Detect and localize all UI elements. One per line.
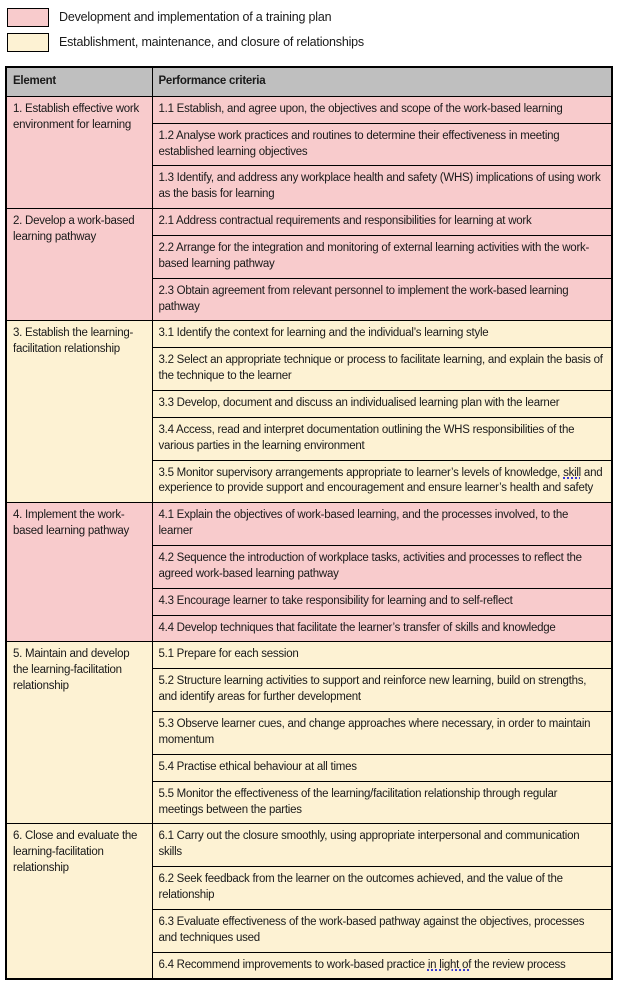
table-row: 3.4 Access, read and interpret documenta… [6,416,613,461]
table-row: 3.3 Develop, document and discuss an ind… [6,390,613,418]
criteria-cell: 5.4 Practise ethical behaviour at all ti… [151,753,613,782]
criteria-cell: 4.4 Develop techniques that facilitate t… [151,614,613,643]
legend-swatch-relationships [7,33,49,52]
criteria-cell: 4.3 Encourage learner to take responsibi… [151,587,613,616]
table-row: 2.3 Obtain agreement from relevant perso… [6,277,613,322]
table-row: 5.3 Observe learner cues, and change app… [6,711,613,755]
element-cell: 6. Close and evaluate the learning-facil… [5,823,153,980]
table-row: 4.4 Develop techniques that facilitate t… [6,614,613,643]
table-row: 1. Establish effective work environment … [5,95,613,210]
legend-label-relationships: Establishment, maintenance, and closure … [59,35,364,50]
table-row: 5.5 Monitor the effectiveness of the lea… [6,780,613,825]
table-row: 5.4 Practise ethical behaviour at all ti… [6,753,613,782]
criteria-cell: 3.3 Develop, document and discuss an ind… [151,390,613,418]
table-row: 1.3 Identify, and address any workplace … [6,165,613,210]
criteria-cell: 3.4 Access, read and interpret documenta… [151,416,613,461]
legend: Development and implementation of a trai… [7,8,613,52]
criteria-cell: 1.1 Establish, and agree upon, the objec… [151,95,613,124]
element-cell: 1. Establish effective work environment … [5,95,153,210]
criteria-cell: 6.2 Seek feedback from the learner on th… [151,866,613,910]
criteria-cell: 2.2 Arrange for the integration and moni… [151,235,613,279]
table-row: 1.2 Analyse work practices and routines … [6,122,613,167]
criteria-cell: 3.2 Select an appropriate technique or p… [151,347,613,392]
table-row: 4.2 Sequence the introduction of workpla… [6,545,613,589]
table-row: 4. Implement the work-based learning pat… [5,502,613,643]
table-row: 2.2 Arrange for the integration and moni… [6,235,613,279]
criteria-cell: 5.3 Observe learner cues, and change app… [151,711,613,755]
spellcheck-underline: skill [563,466,581,479]
table-row: 2. Develop a work-based learning pathway… [5,208,613,322]
criteria-cell: 5.5 Monitor the effectiveness of the lea… [151,780,613,825]
criteria-cell: 5.2 Structure learning activities to sup… [151,668,613,713]
legend-item-relationships: Establishment, maintenance, and closure … [7,33,613,52]
legend-item-training: Development and implementation of a trai… [7,8,613,27]
table-row: 4.3 Encourage learner to take responsibi… [6,587,613,616]
criteria-cell: 6.3 Evaluate effectiveness of the work-b… [151,908,613,953]
criteria-cell: 4.2 Sequence the introduction of workpla… [151,545,613,589]
element-cell: 4. Implement the work-based learning pat… [5,502,153,643]
criteria-cell: 1.2 Analyse work practices and routines … [151,122,613,167]
legend-label-training: Development and implementation of a trai… [59,10,332,25]
criteria-cell: 6.1 Carry out the closure smoothly, usin… [151,823,613,868]
element-cell: 2. Develop a work-based learning pathway [5,208,153,322]
criteria-cell: 4.1 Explain the objectives of work-based… [151,502,613,547]
table-row: 5. Maintain and develop the learning-fac… [5,641,613,825]
criteria-cell: 1.3 Identify, and address any workplace … [151,165,613,210]
criteria-cell: 5.1 Prepare for each session [151,641,613,670]
table-row: 3. Establish the learning-facilitation r… [5,320,613,504]
criteria-cell: 3.5 Monitor supervisory arrangements app… [151,459,613,504]
table-row: 6. Close and evaluate the learning-facil… [5,823,613,980]
criteria-cell: 3.1 Identify the context for learning an… [151,320,613,349]
column-header-criteria: Performance criteria [151,66,613,97]
criteria-cell: 2.1 Address contractual requirements and… [151,208,613,237]
element-cell: 3. Establish the learning-facilitation r… [5,320,153,504]
criteria-cell: 2.3 Obtain agreement from relevant perso… [151,277,613,322]
column-header-element: Element [5,66,153,97]
spellcheck-underline: in light of [427,958,472,971]
performance-criteria-table: Element Performance criteria 1. Establis… [5,66,613,981]
table-header-row: Element Performance criteria [5,66,613,97]
table-body: 1. Establish effective work environment … [5,95,613,980]
table-row: 3.2 Select an appropriate technique or p… [6,347,613,392]
legend-swatch-training [7,8,49,27]
element-cell: 5. Maintain and develop the learning-fac… [5,641,153,825]
criteria-cell: 6.4 Recommend improvements to work-based… [151,951,613,980]
